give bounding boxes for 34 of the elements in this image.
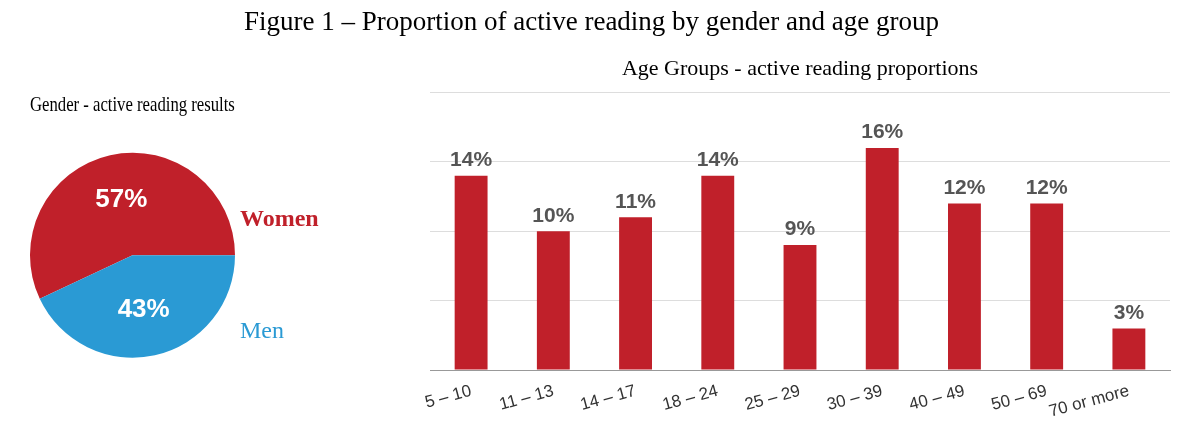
data-label: 43% [117, 293, 170, 324]
x-tick-label: 30 – 39 [824, 380, 885, 414]
x-tick-label: 70 or more [1046, 380, 1132, 421]
x-tick-label: 11 – 13 [497, 380, 556, 414]
data-label: 12% [943, 174, 986, 198]
chart-title: Gender - active reading results [30, 91, 235, 116]
bar [454, 175, 488, 370]
data-label: 3% [1113, 299, 1145, 323]
x-tick-label: 50 – 69 [989, 380, 1049, 414]
chart-title: Age Groups - active reading proportions [621, 54, 979, 80]
bar [1112, 328, 1146, 370]
x-tick-label: 5 – 10 [422, 380, 474, 412]
x-tick-label: 18 – 24 [660, 380, 721, 414]
caption: Figure 1 – Proportion of active reading by gender and age group [242, 6, 941, 37]
bar [619, 217, 652, 370]
data-label: 14% [696, 146, 740, 170]
bar [536, 231, 570, 370]
bar [701, 175, 735, 370]
bar [865, 147, 899, 370]
x-tick-label: 14 – 17 [578, 380, 638, 414]
bar [948, 203, 981, 370]
bar [1030, 203, 1064, 370]
data-label: 9% [784, 216, 816, 240]
x-tick-label: 25 – 29 [742, 380, 803, 414]
data-label: 11% [615, 188, 657, 212]
data-label: 16% [861, 119, 904, 143]
data-label: 57% [95, 183, 148, 214]
bar [783, 245, 817, 370]
data-label: 10% [532, 202, 575, 226]
slice-label: Men [240, 317, 284, 344]
data-label: 14% [450, 146, 493, 170]
data-label: 12% [1025, 174, 1069, 198]
slice-label: Women [240, 204, 319, 231]
x-tick-label: 40 – 49 [906, 380, 967, 414]
